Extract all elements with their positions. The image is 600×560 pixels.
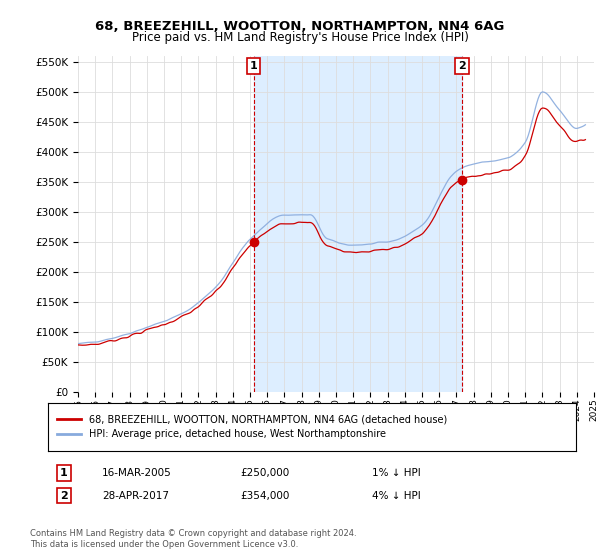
- Bar: [254, 56, 462, 392]
- Text: 16-MAR-2005: 16-MAR-2005: [102, 468, 172, 478]
- Legend: 68, BREEZEHILL, WOOTTON, NORTHAMPTON, NN4 6AG (detached house), HPI: Average pri: 68, BREEZEHILL, WOOTTON, NORTHAMPTON, NN…: [53, 410, 451, 444]
- Text: 2: 2: [60, 491, 68, 501]
- Text: 1: 1: [250, 61, 257, 71]
- Text: Contains HM Land Registry data © Crown copyright and database right 2024.
This d: Contains HM Land Registry data © Crown c…: [30, 529, 356, 549]
- Text: 68, BREEZEHILL, WOOTTON, NORTHAMPTON, NN4 6AG: 68, BREEZEHILL, WOOTTON, NORTHAMPTON, NN…: [95, 20, 505, 32]
- Text: £250,000: £250,000: [240, 468, 289, 478]
- Text: 1: 1: [60, 468, 68, 478]
- Text: £354,000: £354,000: [240, 491, 289, 501]
- Text: 4% ↓ HPI: 4% ↓ HPI: [372, 491, 421, 501]
- Text: 28-APR-2017: 28-APR-2017: [102, 491, 169, 501]
- Text: Price paid vs. HM Land Registry's House Price Index (HPI): Price paid vs. HM Land Registry's House …: [131, 31, 469, 44]
- Text: 1% ↓ HPI: 1% ↓ HPI: [372, 468, 421, 478]
- Text: 2: 2: [458, 61, 466, 71]
